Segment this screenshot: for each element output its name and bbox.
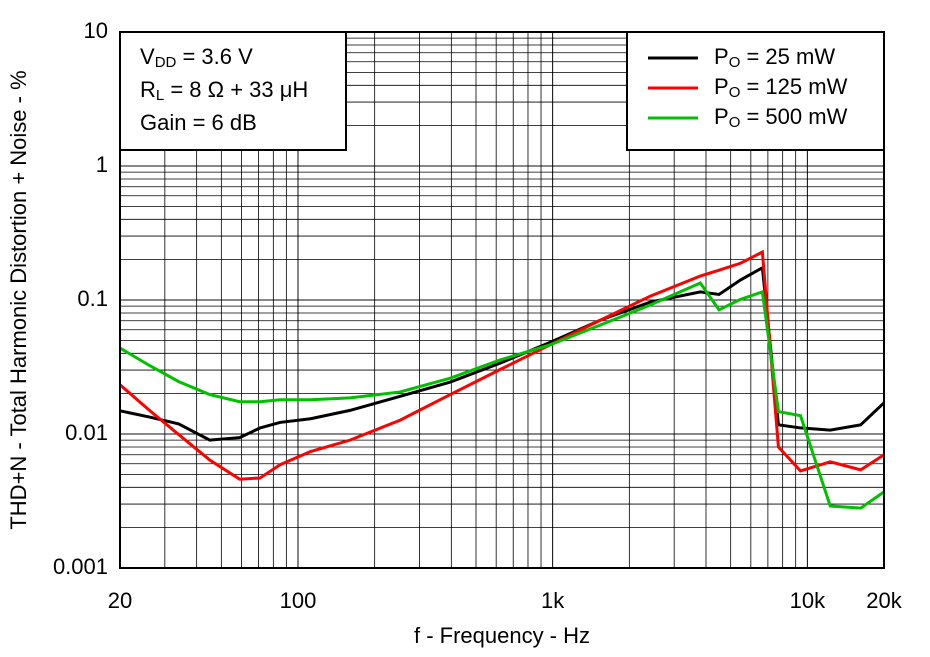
x-tick-label: 20k	[866, 588, 902, 613]
x-axis-label: f - Frequency - Hz	[414, 623, 590, 648]
annotation-base: R	[140, 77, 156, 102]
annotation: Gain = 6 dB	[140, 110, 257, 135]
legend-box	[626, 31, 885, 151]
x-tick-label: 1k	[541, 588, 565, 613]
y-tick-label: 1	[96, 152, 108, 177]
y-axis-label: THD+N - Total Harmonic Distortion + Nois…	[6, 70, 31, 529]
annotation-box	[119, 31, 347, 151]
x-tick-label: 10k	[790, 588, 826, 613]
series-line	[119, 249, 885, 481]
y-tick-label: 0.001	[53, 554, 108, 579]
legend-label: PO = 25 mW	[714, 44, 835, 71]
x-tick-label: 20	[108, 588, 132, 613]
x-tick-label: 100	[280, 588, 317, 613]
annotation-rest: = 3.6 V	[176, 44, 253, 69]
annotation-sub: DD	[155, 54, 177, 71]
annotation-rest: = 8 Ω + 33 μH	[164, 77, 308, 102]
series-line	[119, 281, 885, 510]
y-tick-label: 10	[84, 18, 108, 43]
annotation: VDD = 3.6 V	[140, 44, 253, 71]
legend-label: PO = 500 mW	[714, 104, 848, 131]
plot-frame	[119, 31, 885, 569]
legend-label: PO = 125 mW	[714, 74, 848, 101]
y-tick-label: 0.1	[77, 286, 108, 311]
annotation-base: V	[140, 44, 155, 69]
annotation-base: Gain = 6 dB	[140, 110, 257, 135]
lines	[119, 249, 886, 510]
y-tick-label: 0.01	[65, 420, 108, 445]
annotation: RL = 8 Ω + 33 μH	[140, 77, 308, 104]
annotation-sub: L	[156, 87, 164, 104]
